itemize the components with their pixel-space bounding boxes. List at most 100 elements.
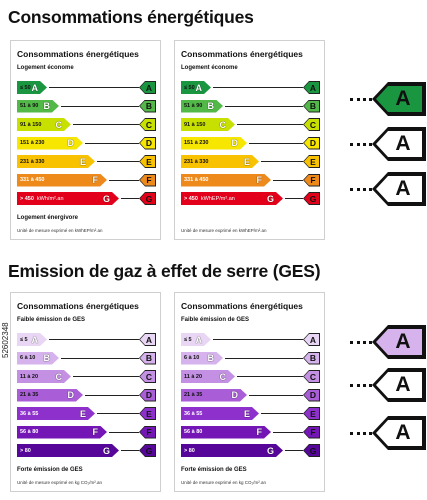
rating-bar-e: 231 à 330 E [181,155,259,168]
rating-letter: G [102,445,110,456]
rating-bar-c: 11 à 20 C [181,370,235,383]
rating-letter: D [67,390,74,400]
rating-range: 151 à 230 [20,140,45,146]
rating-letter: A [195,82,202,93]
rating-marker-letter: B [140,100,155,112]
rating-connector-line [285,450,303,451]
rating-marker-c: C [303,118,320,131]
rating-letter: E [79,408,86,419]
rating-range: 56 à 80 [20,429,39,435]
rating-marker-e: E [139,407,156,420]
rating-bar-e: 36 à 55 E [181,407,259,420]
rating-marker-f: F [139,173,156,187]
energy-section-title: Consommations énergétiques [8,7,254,27]
rating-marker-b: B [139,351,156,365]
rating-connector-line [61,357,139,359]
rating-range: 36 à 55 [20,410,39,417]
rating-letter: G [102,193,110,204]
rating-range: 151 à 230 [184,140,209,146]
rating-bar-f: 331 à 450 F [17,174,107,187]
rating-bar-d: 21 à 35 D [181,389,247,402]
rating-marker-b: B [303,99,320,113]
rating-bar-d: 21 à 35 D [17,389,83,402]
rating-bar-f: 331 à 450 F [181,174,271,187]
scale-bottom-label: Forte émission de GES [181,467,247,473]
big-rating-letter: A [376,329,422,355]
rating-connector-line [225,357,303,359]
rating-marker-b: B [303,351,320,365]
rating-range: 91 à 150 [184,121,206,128]
rating-marker-d: D [139,136,156,150]
rating-connector-line [49,339,139,340]
scale-top-label: Logement économe [17,65,74,71]
rating-marker-letter: G [140,445,155,456]
rating-bar-b: 51 à 90 B [17,100,59,113]
rating-marker-a: A [303,81,320,94]
unit-footnote: Unité de mesure exprimé en kg CO₂/m².an [181,480,267,485]
rating-connector-line [213,87,303,88]
rating-range: ≤ 50 [184,84,195,91]
rating-letter: G [266,445,274,456]
rating-marker-letter: G [304,193,319,204]
rating-bar-e: 231 à 330 E [17,155,95,168]
rating-connector-line [121,450,139,451]
rating-bar-e: 36 à 55 E [17,407,95,420]
big-tag-dotted-line [350,188,372,191]
rating-marker-letter: C [304,371,319,382]
rating-letter: C [219,371,226,382]
rating-bar-d: 151 à 230 D [181,137,247,150]
rating-connector-line [49,87,139,88]
unit-footnote: Unité de mesure exprimé en kg CO₂/m².an [17,480,103,485]
rating-marker-c: C [139,370,156,383]
rating-connector-line [249,142,303,144]
rating-letter: E [79,156,86,167]
rating-letter: B [207,101,214,111]
rating-connector-line [97,161,139,162]
rating-unit: kWh/m².an [36,195,64,202]
rating-bar-f: 56 à 80 F [181,426,271,439]
rating-bar-c: 91 à 150 C [181,118,235,131]
big-tag-dotted-line [350,341,372,344]
rating-marker-a: A [139,333,156,346]
rating-letter: C [55,371,62,382]
unit-footnote: Unité de mesure exprimé en kWhEP/m².an [181,228,267,233]
rating-range: ≤ 5 [184,336,192,343]
rating-range: > 450 [184,195,198,202]
rating-marker-f: F [139,425,156,439]
rating-connector-line [73,124,139,125]
rating-range: 6 à 10 [20,355,36,361]
rating-connector-line [261,161,303,162]
rating-marker-g: G [303,444,320,457]
rating-marker-letter: B [304,352,319,364]
rating-unit: kWhEP/m².an [200,195,235,202]
rating-connector-line [85,142,139,144]
rating-marker-a: A [303,333,320,346]
rating-connector-line [109,431,139,433]
rating-marker-letter: G [140,193,155,204]
rating-letter: D [231,390,238,400]
rating-marker-letter: F [304,426,319,438]
rating-bar-g: > 80 G [181,444,283,457]
rating-marker-letter: E [140,408,155,419]
rating-bar-b: 6 à 10 B [181,352,223,365]
big-rating-tag: A [372,416,426,450]
rating-bar-b: 6 à 10 B [17,352,59,365]
rating-connector-line [213,339,303,340]
energy-label-card: Consommations énergétiques Logement écono… [10,40,161,240]
rating-letter: A [195,334,202,345]
rating-range: 331 à 450 [20,177,45,183]
big-rating-tag: A [372,82,426,116]
rating-connector-line [237,124,303,125]
rating-range: 231 à 330 [20,158,45,165]
big-rating-tag: A [372,127,426,161]
rating-marker-e: E [303,407,320,420]
big-rating-letter: A [376,176,422,202]
rating-connector-line [73,376,139,377]
card-title: Consommations énergétiques [17,301,139,311]
rating-range: 36 à 55 [184,410,203,417]
rating-range: 51 à 90 [184,103,203,109]
ges-label-card: Consommations énergétiques Faible émissio… [10,292,161,492]
rating-letter: C [219,119,226,130]
